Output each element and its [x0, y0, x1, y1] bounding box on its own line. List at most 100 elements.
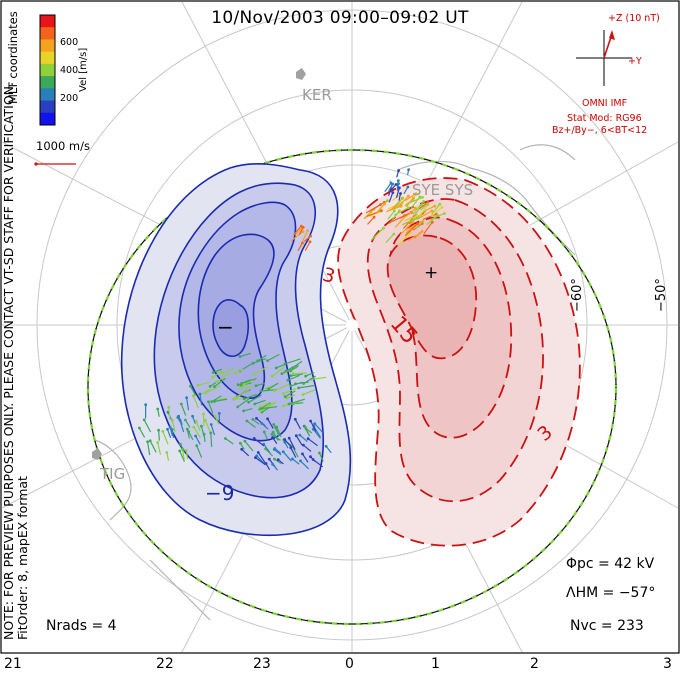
velocity-vector: [298, 385, 314, 389]
velocity-vector: [404, 215, 418, 222]
positive-contour-label-a: 3: [320, 264, 337, 288]
velocity-vector-origin: [184, 418, 187, 422]
colorbar-band: [40, 39, 55, 53]
velocity-vector-origin: [389, 181, 393, 185]
velocity-vector-origin: [203, 418, 207, 422]
velocity-vector: [420, 203, 428, 211]
velocity-vector: [290, 231, 304, 242]
velocity-vector: [286, 394, 296, 399]
velocity-vector: [197, 381, 210, 386]
velocity-vector-origin: [301, 452, 304, 456]
velocity-vector-origin: [256, 451, 260, 454]
velocity-vector: [371, 201, 385, 211]
velocity-vector: [212, 368, 223, 373]
velocity-vector-origin: [176, 416, 180, 419]
velocity-vector: [431, 206, 443, 217]
velocity-vector: [243, 408, 253, 412]
velocity-vector: [384, 182, 392, 193]
velocity-vector-origin: [262, 430, 266, 434]
colorbar-band: [40, 51, 55, 65]
station-ker: KER: [302, 86, 332, 104]
stat-lambda-hm: ΛHM = −57°: [566, 585, 656, 601]
velocity-vector: [188, 431, 194, 441]
station-sye-sys: SYE SYS: [412, 181, 474, 199]
velocity-vector-origin: [400, 197, 404, 201]
velocity-vector-origin: [298, 433, 302, 437]
velocity-vector: [171, 420, 176, 433]
velocity-vector: [204, 419, 211, 433]
velocity-vector: [274, 383, 290, 392]
latitude-label-50: −50°: [654, 278, 669, 312]
velocity-vector: [370, 227, 384, 241]
velocity-vector-origin: [166, 427, 169, 431]
velocity-vector-origin: [179, 442, 182, 446]
fit-order-line: FitOrder: 8, mapEX format: [15, 476, 30, 640]
velocity-vector: [405, 225, 416, 234]
velocity-vector-origin: [189, 384, 192, 388]
velocity-vector: [293, 372, 307, 375]
velocity-vector: [246, 420, 256, 428]
velocity-vector: [186, 429, 190, 439]
velocity-vector: [241, 379, 251, 384]
velocity-vector: [397, 232, 411, 247]
velocity-vector: [303, 375, 316, 385]
velocity-vector: [419, 210, 433, 219]
positive-contour-4: [386, 234, 478, 360]
velocity-vector-origin: [264, 447, 268, 451]
colorbar-label: Vel [m/s]: [78, 47, 89, 92]
velocity-vector: [199, 393, 203, 406]
velocity-vector-origin: [144, 403, 148, 407]
velocity-vector: [287, 374, 300, 381]
velocity-vector-origin: [217, 412, 221, 415]
velocity-vector: [294, 419, 302, 430]
colorbar-band: [40, 100, 55, 114]
velocity-vector-origin: [165, 451, 169, 454]
velocity-vector: [259, 402, 269, 408]
velocity-vector: [253, 437, 265, 447]
velocity-vector: [399, 221, 414, 236]
velocity-vector: [268, 401, 277, 407]
velocity-vector: [422, 213, 437, 220]
velocity-vector-origin: [420, 220, 423, 224]
velocity-vector-origin: [184, 449, 188, 452]
velocity-vector-origin: [415, 192, 418, 196]
velocity-vector: [210, 432, 213, 447]
velocity-vector: [288, 398, 305, 405]
vector-scale-label: 1000 m/s: [36, 139, 90, 153]
velocity-vector-origin: [271, 436, 274, 439]
velocity-vector-origin: [303, 425, 307, 429]
velocity-vector: [284, 390, 296, 398]
velocity-vector: [292, 360, 303, 369]
velocity-vector-origin: [297, 386, 300, 390]
velocity-vector-origin: [281, 450, 285, 454]
velocity-vector: [215, 397, 227, 401]
velocity-vector: [312, 428, 321, 439]
colorbar-band: [40, 63, 55, 77]
mlt-axis-label-0: 0: [345, 656, 354, 672]
velocity-vector-origin: [167, 405, 171, 409]
velocity-vector: [303, 235, 311, 242]
velocity-vector-origin: [170, 418, 174, 422]
velocity-vector: [311, 376, 327, 380]
velocity-vector: [388, 192, 394, 203]
velocity-vector-origin: [280, 372, 284, 375]
velocity-vector-origin: [259, 409, 262, 413]
velocity-vector-origin: [251, 361, 255, 365]
velocity-vector-origin: [283, 362, 287, 366]
velocity-vector-origin: [391, 191, 395, 195]
velocity-vector: [192, 395, 199, 409]
velocity-vector-origin: [251, 418, 255, 421]
velocity-vector-origin: [394, 183, 398, 186]
positive-potential-cell: [337, 177, 581, 547]
colorbar-band: [40, 27, 55, 40]
velocity-vector: [181, 449, 185, 460]
velocity-vector: [138, 427, 146, 438]
velocity-vector: [284, 439, 292, 448]
velocity-vector-origin: [272, 448, 276, 451]
velocity-vector-origin: [407, 206, 410, 210]
velocity-vector-origin: [294, 434, 298, 438]
mlt-axis-label-1: 1: [431, 656, 440, 672]
velocity-vector: [241, 448, 250, 457]
velocity-vector: [284, 358, 301, 365]
